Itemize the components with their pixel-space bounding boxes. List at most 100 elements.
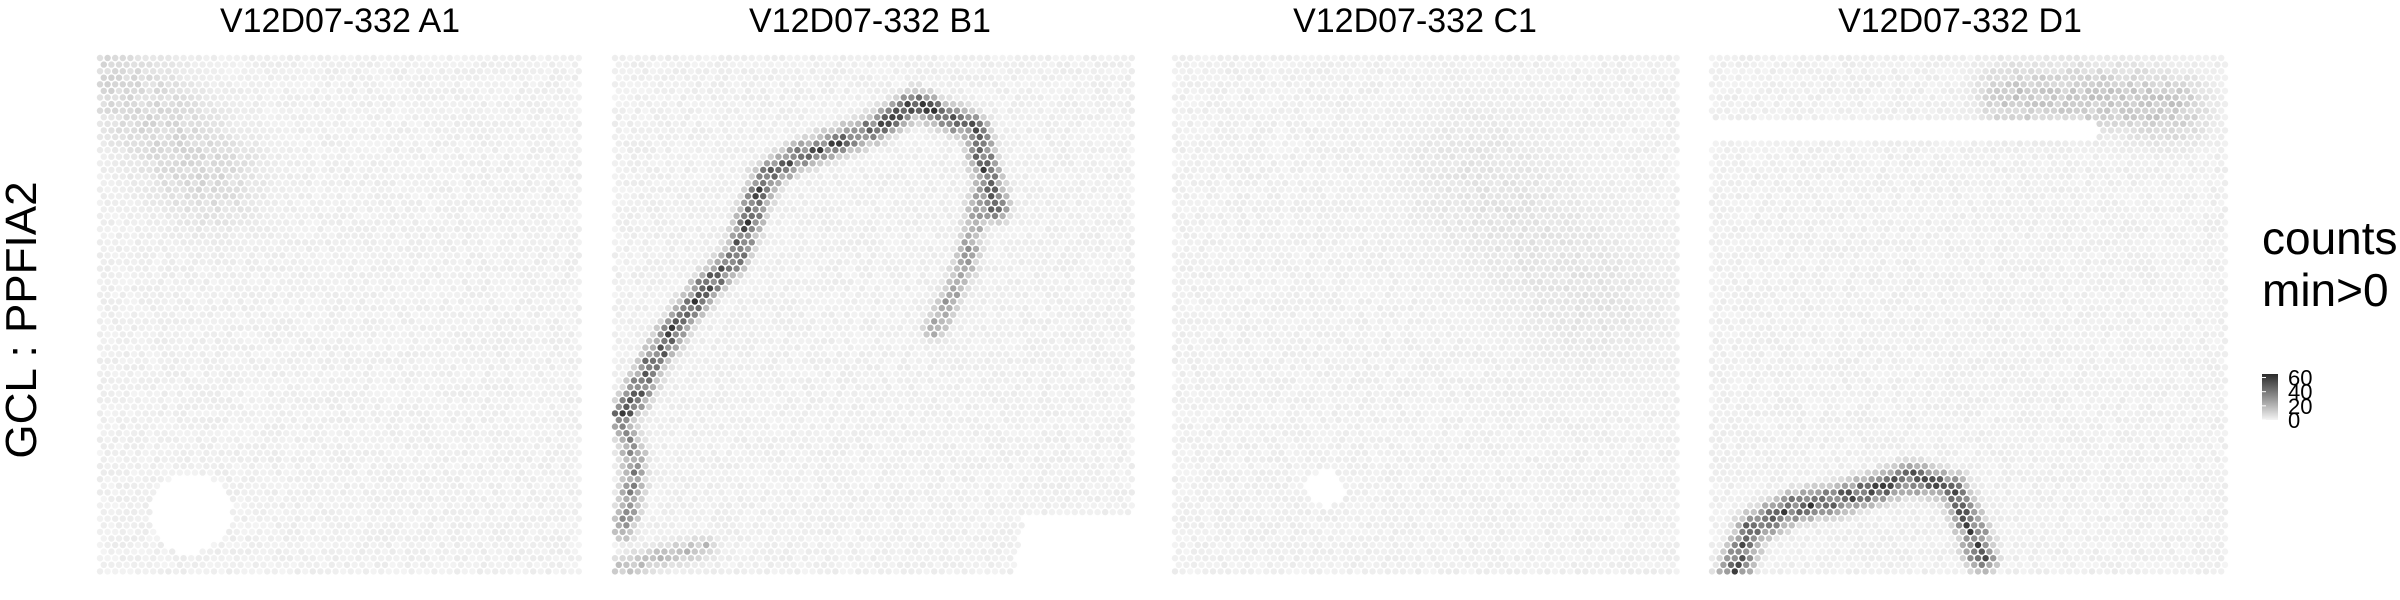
spot: [469, 225, 476, 233]
spot: [108, 377, 115, 384]
spot: [142, 81, 149, 88]
spot: [366, 114, 373, 121]
spot: [469, 68, 476, 75]
spot: [507, 370, 514, 378]
spot: [408, 173, 415, 180]
spot: [328, 74, 335, 81]
spot: [191, 153, 199, 160]
spot: [343, 245, 351, 253]
spot: [123, 232, 130, 239]
spot: [423, 423, 430, 430]
spot: [127, 304, 134, 312]
spot: [229, 258, 237, 266]
spot: [218, 107, 225, 114]
spot: [514, 515, 522, 522]
spot: [165, 344, 172, 351]
spot: [260, 403, 267, 410]
spot: [454, 160, 461, 167]
spot: [134, 515, 142, 522]
spot: [488, 416, 495, 424]
spot: [480, 456, 487, 463]
spot: [412, 74, 419, 81]
spot: [343, 535, 351, 542]
spot: [271, 278, 278, 285]
spot: [351, 179, 358, 187]
spot: [370, 94, 377, 101]
spot: [328, 495, 335, 503]
spot: [355, 568, 362, 575]
spot: [442, 298, 449, 305]
spot: [359, 337, 366, 345]
spot: [541, 443, 548, 450]
spot: [537, 265, 544, 272]
spot: [530, 462, 537, 470]
spot: [442, 548, 449, 555]
spot: [400, 476, 408, 483]
spot: [176, 245, 183, 253]
spot: [324, 318, 332, 325]
spot: [271, 489, 278, 496]
spot: [362, 528, 370, 536]
spot: [499, 94, 506, 101]
spot: [146, 298, 153, 305]
spot: [530, 252, 537, 259]
spot: [115, 561, 123, 568]
spot: [484, 252, 491, 259]
spot: [366, 548, 373, 555]
spot: [362, 462, 370, 470]
spot: [366, 351, 373, 358]
spot: [412, 443, 419, 450]
spot: [537, 397, 544, 404]
spot: [302, 212, 309, 220]
spot: [252, 74, 259, 81]
spot: [104, 344, 111, 351]
spot: [476, 239, 484, 246]
spot: [264, 502, 271, 509]
spot: [484, 555, 491, 562]
spot: [568, 146, 575, 154]
spot: [104, 541, 111, 549]
spot: [1075, 54, 1082, 62]
spot: [748, 54, 755, 62]
spot: [492, 383, 499, 391]
spot: [302, 304, 309, 312]
spot: [241, 449, 248, 457]
spot: [123, 100, 130, 108]
spot: [378, 68, 385, 75]
spot: [203, 331, 210, 338]
spot: [389, 140, 396, 147]
spot: [427, 232, 434, 239]
spot: [355, 370, 362, 378]
spot: [495, 74, 503, 81]
spot: [568, 449, 575, 457]
spot: [419, 495, 427, 503]
spot: [488, 324, 495, 331]
spot: [142, 252, 149, 259]
spot: [214, 272, 221, 279]
spot: [195, 291, 202, 299]
spot: [241, 94, 248, 101]
spot: [522, 515, 529, 522]
spot: [131, 430, 138, 437]
spot: [298, 364, 305, 371]
spot: [191, 232, 199, 239]
spot: [309, 462, 316, 470]
spot: [328, 61, 335, 68]
spot: [267, 311, 275, 318]
spot: [378, 370, 385, 378]
spot: [191, 100, 199, 108]
spot: [119, 160, 127, 167]
spot: [248, 476, 256, 483]
spot: [442, 285, 449, 292]
spot: [575, 357, 582, 364]
spot: [488, 114, 495, 121]
spot: [351, 258, 358, 266]
spot: [571, 153, 579, 160]
spot: [450, 508, 457, 516]
spot: [336, 351, 343, 358]
spot: [450, 166, 457, 174]
spot: [176, 403, 183, 410]
spot: [332, 81, 339, 88]
spot: [564, 140, 571, 147]
spot: [172, 383, 180, 391]
